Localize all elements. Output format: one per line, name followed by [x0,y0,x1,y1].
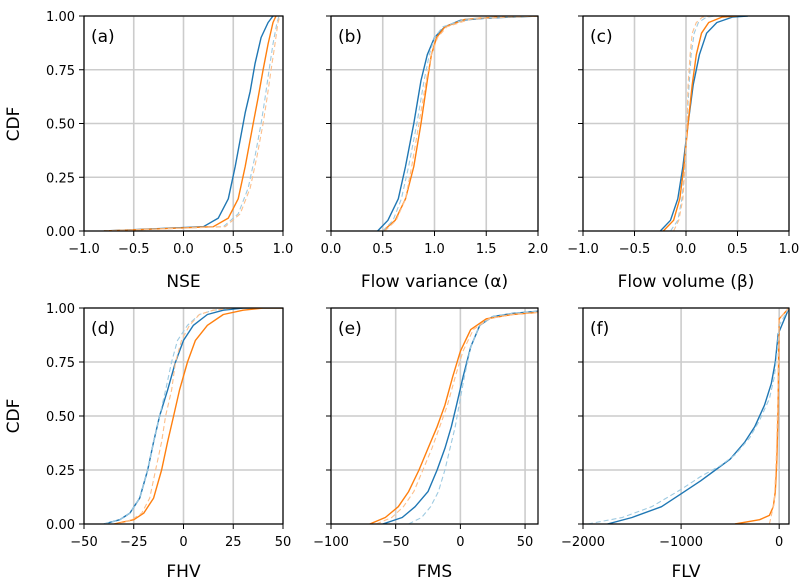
x-tick-label: −50 [70,535,97,550]
panel-label: (e) [338,319,362,339]
series-line-2 [382,16,538,231]
panel-5: −2000 −1000 0 (f) FLV [561,307,790,582]
ylabel-top: CDF [4,107,24,142]
y-tick-label: 1.00 [46,302,75,317]
series-group [587,308,789,524]
series-line-2 [408,310,538,524]
panel-label: (b) [338,27,362,47]
x-tick-label: 0.0 [321,242,342,257]
x-axis-label: FLV [671,562,700,582]
x-tick-label: 1.0 [273,242,294,257]
x-tick-label: 0.5 [223,242,244,257]
series-line-3 [384,16,538,231]
x-tick-label: −1000 [659,535,703,550]
series-line-1 [113,308,283,524]
x-tick-label: −0.5 [118,242,150,257]
series-line-3 [376,311,538,524]
x-axis-label: FMS [417,562,452,582]
series-group [377,16,538,231]
series-line-2 [587,308,789,524]
y-tick-label: 0.25 [46,171,75,186]
panel-3: −50 −25 0 25 50 0.00 0.25 0.50 0.75 1.00 (d) FHV [46,302,291,582]
series-group [659,16,748,231]
y-tick-label: 0.00 [46,518,75,533]
x-axis-label: FHV [166,562,201,582]
x-tick-label: 0 [456,535,464,550]
x-tick-label: −25 [120,535,147,550]
series-line-2 [103,308,283,524]
x-tick-label: −1.0 [68,242,100,257]
panel-label: (a) [91,27,115,47]
x-axis-label: Flow variance (α) [361,272,508,292]
x-tick-label: 0.5 [372,242,393,257]
y-tick-label: 0.25 [46,464,75,479]
x-tick-label: −2000 [561,535,605,550]
x-tick-label: 50 [275,535,292,550]
x-tick-label: 0 [775,535,783,550]
panel-label: (d) [91,319,115,339]
x-tick-label: 0.0 [676,242,697,257]
series-line-3 [673,16,712,231]
x-tick-label: 1.0 [779,242,800,257]
series-line-2 [103,16,280,231]
x-tick-label: 50 [517,535,534,550]
x-axis-label: NSE [166,272,200,292]
series-line-0 [607,308,789,524]
y-tick-label: 1.00 [46,10,75,25]
panel-2: −1.0 −0.5 0.0 0.5 1.0 (c) Flow volume (β) [567,15,800,292]
x-tick-label: 2.0 [528,242,549,257]
series-line-3 [117,308,283,524]
ylabel-bottom: CDF [4,399,24,434]
series-line-2 [670,16,717,231]
y-tick-label: 0.75 [46,64,75,79]
panel-0: −1.0 −0.5 0.0 0.5 1.0 0.00 0.25 0.50 0.75 1.00 (a)… [46,10,293,292]
x-tick-label: 25 [225,535,242,550]
x-axis-label: Flow volume (β) [618,272,755,292]
series-line-0 [659,16,748,231]
y-tick-label: 0.50 [46,410,75,425]
series-line-1 [662,16,738,231]
x-tick-label: 0.5 [727,242,748,257]
panel-4: −100 −50 0 50 (e) FMS [313,307,539,582]
x-tick-label: −100 [313,535,349,550]
x-tick-label: −0.5 [619,242,651,257]
panel-1: 0.0 0.5 1.0 1.5 2.0 (b) Flow variance (α) [321,15,549,292]
y-tick-label: 0.50 [46,118,75,133]
series-group [103,308,283,524]
x-tick-label: −50 [382,535,409,550]
y-tick-label: 0.00 [46,225,75,240]
x-tick-label: −1.0 [567,242,599,257]
y-tick-label: 0.75 [46,356,75,371]
x-tick-label: 1.5 [476,242,497,257]
x-tick-label: 0.0 [173,242,194,257]
series-line-0 [103,16,274,231]
series-line-1 [103,16,277,231]
panel-label: (c) [590,27,613,47]
series-line-3 [103,16,281,231]
panel-label: (f) [590,319,609,339]
series-line-1 [369,311,538,524]
x-tick-label: 0 [179,535,187,550]
series-group [369,310,538,524]
series-group [103,16,281,231]
x-tick-label: 1.0 [424,242,445,257]
